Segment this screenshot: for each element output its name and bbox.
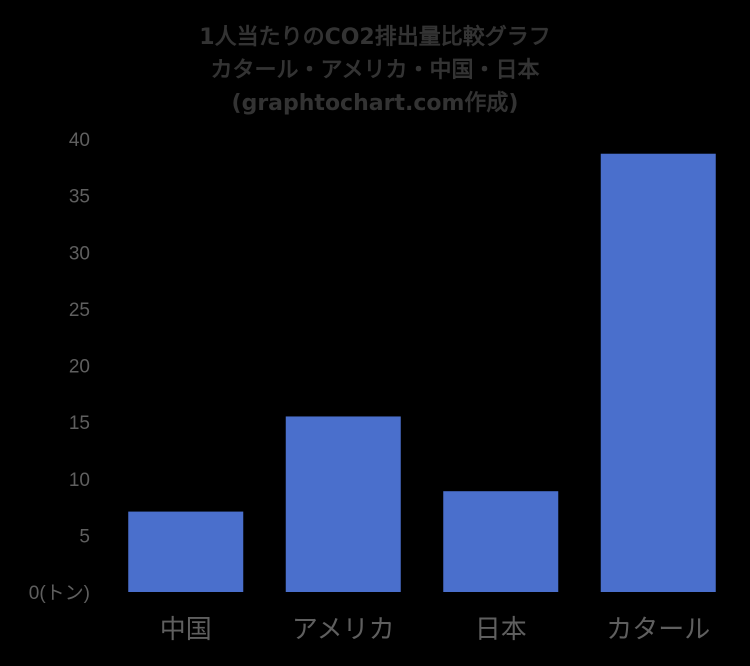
x-tick-label: 日本 — [475, 615, 527, 645]
y-tick-label: 35 — [69, 187, 90, 208]
y-tick-label: 40 — [69, 130, 90, 151]
y-tick-label: 20 — [69, 357, 90, 378]
bar-2 — [285, 416, 401, 592]
bar-4 — [600, 153, 716, 592]
chart-title-line-3: (graphtochart.com作成) — [232, 91, 519, 116]
y-tick-label: 10 — [69, 470, 90, 491]
chart-title-line-2: カタール・アメリカ・中国・日本 — [211, 58, 540, 83]
chart-title: 1人当たりのCO2排出量比較グラフ カタール・アメリカ・中国・日本 (graph… — [199, 24, 550, 116]
bar-3 — [443, 491, 559, 592]
x-tick-label: カタール — [606, 615, 710, 645]
chart-title-line-1: 1人当たりのCO2排出量比較グラフ — [199, 24, 550, 50]
y-axis: 0(トン) 5 10 15 20 25 30 35 40 — [29, 130, 90, 604]
y-tick-label: 15 — [69, 413, 90, 434]
x-axis: 中国 アメリカ 日本 カタール — [160, 615, 711, 645]
y-tick-label: 25 — [69, 300, 90, 321]
x-tick-label: 中国 — [160, 615, 212, 645]
bar-1 — [128, 511, 244, 592]
y-tick-label: 30 — [69, 243, 90, 264]
bars-group — [128, 153, 716, 592]
y-tick-label: 0(トン) — [29, 583, 90, 604]
x-tick-label: アメリカ — [292, 615, 395, 645]
y-tick-label: 5 — [79, 526, 90, 547]
